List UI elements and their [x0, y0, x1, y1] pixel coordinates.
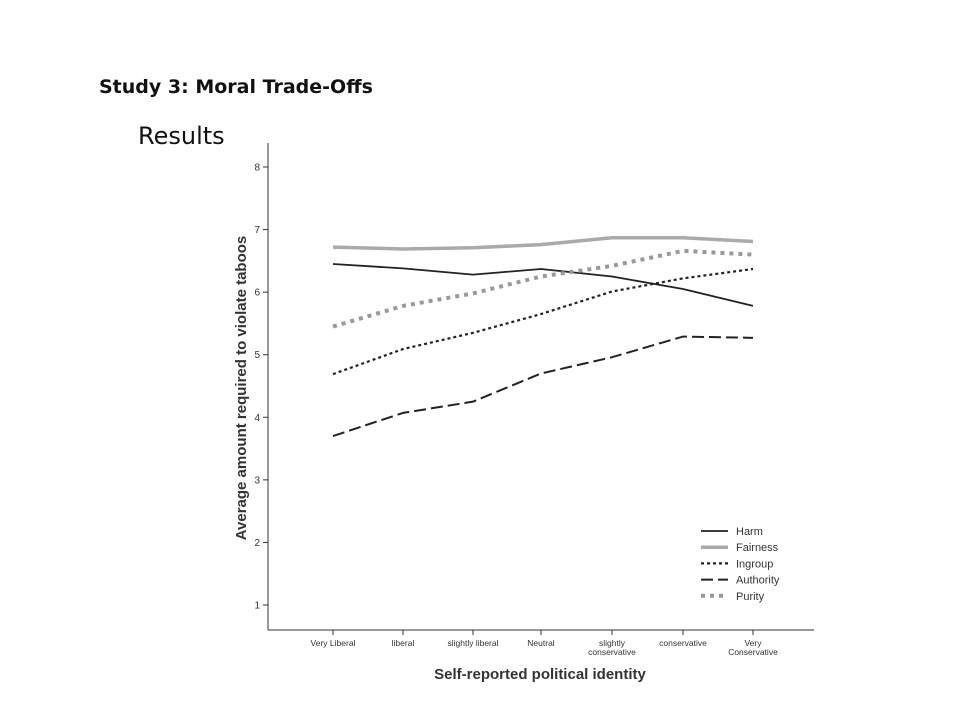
x-axis-label: Self-reported political identity [434, 666, 646, 683]
x-tick-label: liberal [392, 638, 415, 648]
slide-title: Study 3: Moral Trade-Offs [99, 76, 373, 98]
y-tick-label: 5 [254, 350, 260, 361]
x-tick-label: slightly conservative [588, 638, 636, 657]
x-tick-label: conservative [659, 638, 707, 648]
legend-label: Ingroup [736, 558, 773, 570]
x-axis-ticks: Very Liberal liberal slightly liberal Neutr… [311, 630, 778, 657]
y-axis-ticks: 1 2 3 4 5 6 7 8 [254, 163, 268, 612]
series-line-authority [332, 335, 754, 438]
series-line-harm [332, 263, 754, 307]
x-tick-label: Very Liberal [311, 638, 356, 648]
y-tick-label: 6 [254, 288, 260, 299]
y-tick-label: 4 [254, 413, 260, 424]
x-tick-label: slightly liberal [447, 638, 498, 648]
series-line-fairness [332, 235, 754, 251]
series-line-purity [332, 248, 754, 329]
chart-legend: Harm Fairness Ingroup Authority Purity [701, 526, 780, 603]
y-tick-label: 3 [254, 475, 260, 486]
x-tick-label: Very Conservative [728, 638, 778, 657]
y-tick-label: 1 [254, 601, 260, 612]
x-tick-label: Neutral [527, 638, 555, 648]
legend-label: Fairness [736, 542, 779, 554]
series-line-ingroup [332, 267, 754, 376]
chart-axes [267, 143, 814, 631]
y-tick-label: 2 [254, 538, 260, 549]
legend-label: Harm [736, 526, 763, 538]
y-axis-label: Average amount required to violate taboo… [233, 236, 250, 541]
y-tick-label: 7 [254, 225, 260, 236]
y-tick-label: 8 [254, 163, 260, 174]
slide-subtitle: Results [138, 122, 225, 150]
series-lines [332, 235, 754, 438]
legend-label: Purity [736, 591, 765, 603]
legend-label: Authority [736, 575, 780, 587]
